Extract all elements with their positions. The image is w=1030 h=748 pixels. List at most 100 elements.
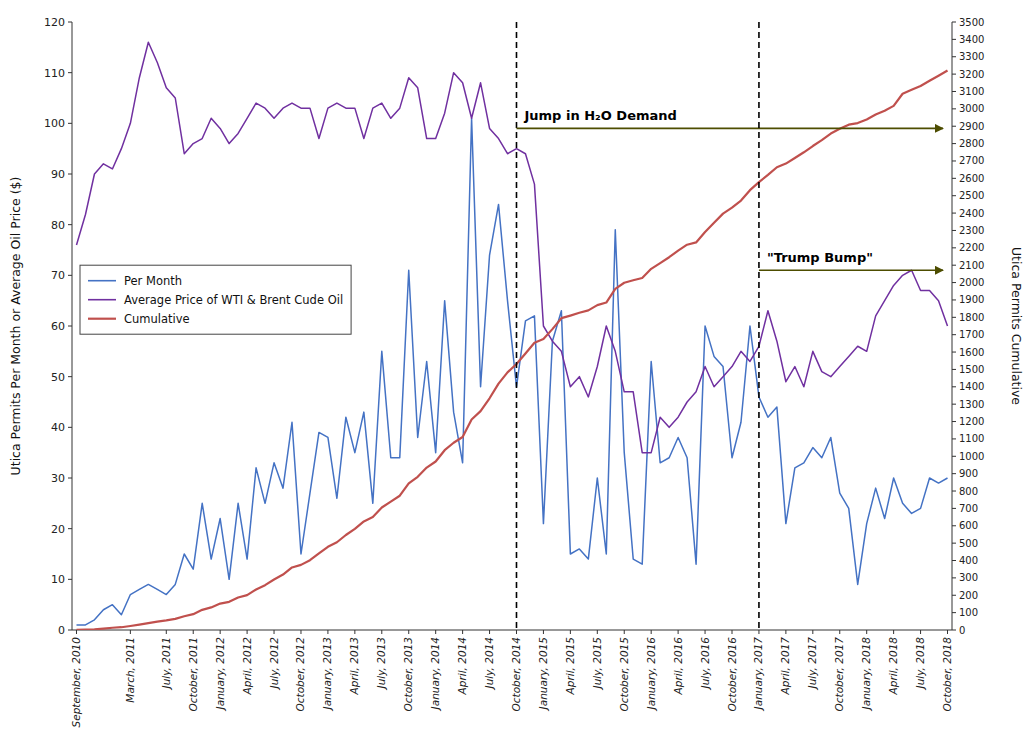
legend-box: [80, 265, 351, 334]
x-tick: [732, 630, 733, 634]
plot-area: [76, 42, 947, 630]
x-tick-label: October, 2018: [941, 637, 953, 712]
x-tick: [947, 630, 948, 634]
y2-tick: [952, 543, 956, 544]
x-tick: [516, 630, 517, 634]
y-tick-label: 120: [44, 16, 65, 29]
x-tick-label: July, 2011: [160, 637, 172, 690]
x-tick-label: January, 2014: [429, 637, 441, 711]
y2-tick: [952, 577, 956, 578]
y2-tick: [952, 491, 956, 492]
y2-tick: [952, 438, 956, 439]
x-tick: [381, 630, 382, 634]
y2-tick: [952, 473, 956, 474]
x-tick-label: October, 2012: [294, 637, 306, 712]
y2-tick-label: 1200: [959, 416, 984, 427]
annotation-text: "Trump Bump": [767, 250, 873, 265]
y2-tick: [952, 265, 956, 266]
x-tick-label: January, 2013: [321, 637, 333, 711]
x-tick: [678, 630, 679, 634]
y2-tick-label: 1300: [959, 399, 984, 410]
x-tick: [300, 630, 301, 634]
y-tick-label: 80: [51, 219, 65, 232]
y2-tick-label: 3400: [959, 34, 984, 45]
legend: Per Month Average Price of WTI & Brent Cu…: [80, 265, 351, 334]
x-tick-label: April, 2018: [887, 637, 899, 696]
y2-tick-label: 700: [959, 503, 978, 514]
y-tick: [68, 427, 72, 428]
annotation-texts: Jump in H₂O Demand"Trump Bump": [523, 108, 872, 265]
y-tick: [68, 275, 72, 276]
legend-label: Average Price of WTI & Brent Cude Oil: [124, 293, 343, 307]
y2-tick: [952, 213, 956, 214]
y-tick-label: 10: [51, 573, 65, 586]
y-tick: [68, 123, 72, 124]
y2-tick-label: 2700: [959, 155, 984, 166]
y-tick-label: 110: [44, 67, 65, 80]
y2-tick: [952, 299, 956, 300]
y-tick-label: 40: [51, 421, 65, 434]
series-line: [76, 70, 947, 629]
x-tick: [408, 630, 409, 634]
x-tick-label: July, 2017: [806, 637, 818, 691]
x-tick: [920, 630, 921, 634]
y-tick-label: 90: [51, 168, 65, 181]
y2-tick: [952, 421, 956, 422]
y-tick: [68, 630, 72, 631]
y2-tick-label: 2500: [959, 190, 984, 201]
y2-tick: [952, 56, 956, 57]
y2-tick: [952, 386, 956, 387]
y2-tick-label: 2000: [959, 277, 984, 288]
y2-tick: [952, 91, 956, 92]
x-tick-label: April, 2017: [779, 637, 791, 696]
y2-tick-label: 2300: [959, 225, 984, 236]
y-tick: [68, 579, 72, 580]
y2-tick-label: 1400: [959, 381, 984, 392]
y2-tick: [952, 195, 956, 196]
y2-tick: [952, 404, 956, 405]
y2-tick: [952, 560, 956, 561]
y2-tick: [952, 595, 956, 596]
y2-tick-label: 1900: [959, 294, 984, 305]
y-tick: [68, 224, 72, 225]
y2-tick-label: 2100: [959, 260, 984, 271]
y2-tick-label: 2200: [959, 242, 984, 253]
x-tick-label: October, 2016: [726, 637, 738, 712]
x-tick-label: October, 2017: [833, 637, 845, 712]
x-tick-label: September, 2010: [70, 637, 82, 728]
y-tick-label: 30: [51, 472, 65, 485]
y2-tick: [952, 247, 956, 248]
y2-tick: [952, 525, 956, 526]
y2-tick-label: 2600: [959, 173, 984, 184]
y2-tick: [952, 369, 956, 370]
y2-axis-line: [952, 22, 953, 630]
y2-tick: [952, 508, 956, 509]
x-tick: [462, 630, 463, 634]
chart: 0102030405060708090100110120010020030040…: [0, 0, 1030, 748]
y2-tick: [952, 612, 956, 613]
y2-tick-label: 1500: [959, 364, 984, 375]
y2-tick-label: 0: [959, 625, 965, 636]
y-tick-label: 0: [58, 624, 65, 637]
y2-tick: [952, 317, 956, 318]
y-tick-label: 60: [51, 320, 65, 333]
x-tick-label: October, 2013: [402, 637, 414, 711]
y2-tick: [952, 352, 956, 353]
legend-swatch: [88, 299, 116, 301]
x-axis-line: [72, 630, 952, 631]
x-tick: [758, 630, 759, 634]
y2-tick: [952, 126, 956, 127]
y2-tick: [952, 22, 956, 23]
y2-tick: [952, 178, 956, 179]
y-tick: [68, 376, 72, 377]
legend-label: Per Month: [124, 274, 182, 288]
y-tick-label: 70: [51, 269, 65, 282]
y2-tick-label: 300: [959, 572, 978, 583]
x-tick-label: October, 2014: [510, 637, 522, 711]
x-tick-label: April, 2015: [564, 637, 576, 696]
x-tick: [785, 630, 786, 634]
y-tick: [68, 22, 72, 23]
y2-tick-label: 1700: [959, 329, 984, 340]
x-tick-label: January, 2017: [752, 637, 764, 712]
x-tick: [489, 630, 490, 634]
